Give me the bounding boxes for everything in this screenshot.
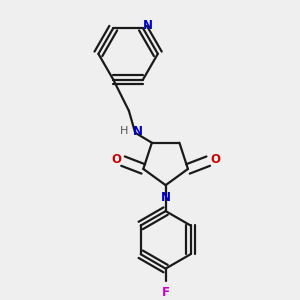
Text: N: N: [143, 19, 153, 32]
Text: N: N: [133, 124, 143, 138]
Text: N: N: [160, 191, 171, 204]
Text: F: F: [162, 286, 170, 299]
Text: H: H: [120, 126, 128, 136]
Text: O: O: [210, 153, 220, 166]
Text: O: O: [111, 153, 121, 166]
